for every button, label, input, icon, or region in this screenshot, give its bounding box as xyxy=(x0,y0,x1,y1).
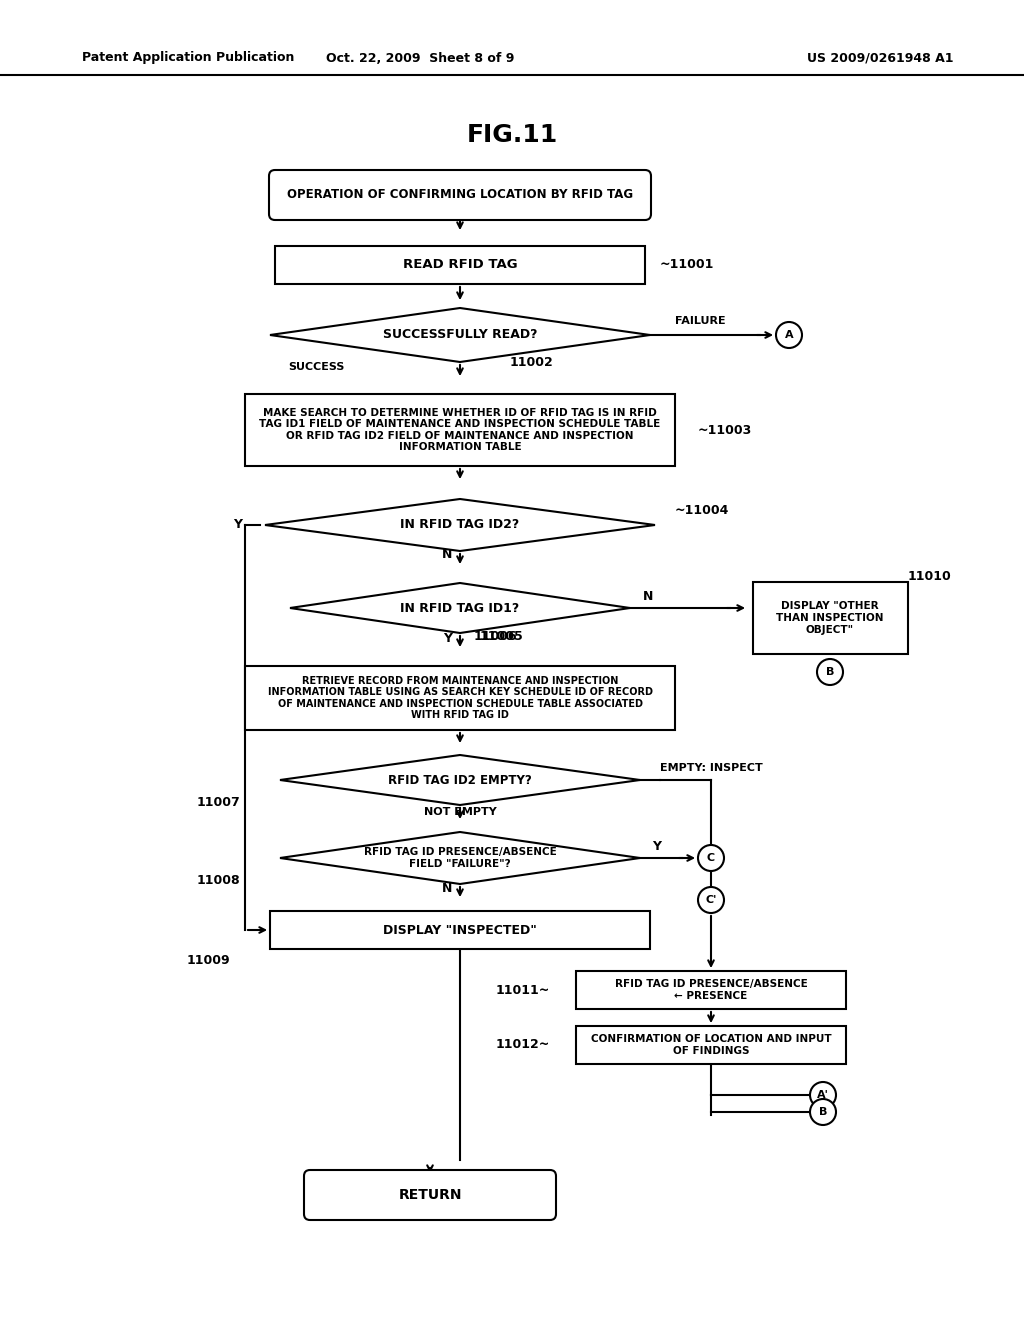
Bar xyxy=(575,1026,846,1064)
Text: OPERATION OF CONFIRMING LOCATION BY RFID TAG: OPERATION OF CONFIRMING LOCATION BY RFID… xyxy=(287,189,633,202)
Text: A: A xyxy=(784,330,794,341)
Text: A': A' xyxy=(817,1090,829,1100)
Text: 11012~: 11012~ xyxy=(496,1039,550,1052)
Text: ~11003: ~11003 xyxy=(698,424,753,437)
Circle shape xyxy=(698,887,724,913)
Text: Y: Y xyxy=(443,631,452,644)
Bar xyxy=(245,667,675,730)
Circle shape xyxy=(776,322,802,348)
Bar xyxy=(275,246,645,284)
Text: MAKE SEARCH TO DETERMINE WHETHER ID OF RFID TAG IS IN RFID
TAG ID1 FIELD OF MAIN: MAKE SEARCH TO DETERMINE WHETHER ID OF R… xyxy=(259,408,660,453)
Text: B: B xyxy=(825,667,835,677)
Text: 11009: 11009 xyxy=(186,953,230,966)
Text: FAILURE: FAILURE xyxy=(675,315,726,326)
Text: CONFIRMATION OF LOCATION AND INPUT
OF FINDINGS: CONFIRMATION OF LOCATION AND INPUT OF FI… xyxy=(591,1034,831,1056)
Text: RETURN: RETURN xyxy=(398,1188,462,1203)
Text: 11005: 11005 xyxy=(480,630,523,643)
Text: US 2009/0261948 A1: US 2009/0261948 A1 xyxy=(807,51,953,65)
Text: 11011~: 11011~ xyxy=(496,983,550,997)
Text: ~11001: ~11001 xyxy=(660,259,715,272)
Text: SUCCESS: SUCCESS xyxy=(289,362,345,372)
FancyBboxPatch shape xyxy=(269,170,651,220)
Text: RFID TAG ID2 EMPTY?: RFID TAG ID2 EMPTY? xyxy=(388,774,531,787)
Text: 11008: 11008 xyxy=(197,874,240,887)
Polygon shape xyxy=(265,499,655,550)
Text: N: N xyxy=(441,549,452,561)
Text: N: N xyxy=(643,590,653,602)
Bar xyxy=(270,911,650,949)
Text: N: N xyxy=(441,882,452,895)
Bar xyxy=(575,972,846,1008)
Text: B: B xyxy=(819,1107,827,1117)
Text: RETRIEVE RECORD FROM MAINTENANCE AND INSPECTION
INFORMATION TABLE USING AS SEARC: RETRIEVE RECORD FROM MAINTENANCE AND INS… xyxy=(267,676,652,721)
Bar xyxy=(753,582,907,653)
Text: 11010: 11010 xyxy=(908,569,951,582)
Text: IN RFID TAG ID2?: IN RFID TAG ID2? xyxy=(400,519,519,532)
Text: C': C' xyxy=(706,895,717,906)
Text: 11007: 11007 xyxy=(197,796,240,808)
Text: FIG.11: FIG.11 xyxy=(466,123,558,147)
Text: 11002: 11002 xyxy=(510,356,554,370)
Text: NOT EMPTY: NOT EMPTY xyxy=(424,807,497,817)
Text: DISPLAY "INSPECTED": DISPLAY "INSPECTED" xyxy=(383,924,537,936)
Text: RFID TAG ID PRESENCE/ABSENCE
FIELD "FAILURE"?: RFID TAG ID PRESENCE/ABSENCE FIELD "FAIL… xyxy=(364,847,556,869)
Text: 11006: 11006 xyxy=(474,630,517,643)
Text: EMPTY: INSPECT: EMPTY: INSPECT xyxy=(660,763,763,774)
Polygon shape xyxy=(270,308,650,362)
Text: Y: Y xyxy=(233,519,242,532)
Polygon shape xyxy=(280,832,640,884)
Circle shape xyxy=(698,845,724,871)
Circle shape xyxy=(817,659,843,685)
Text: DISPLAY "OTHER
THAN INSPECTION
OBJECT": DISPLAY "OTHER THAN INSPECTION OBJECT" xyxy=(776,602,884,635)
Bar xyxy=(245,393,675,466)
Text: Patent Application Publication: Patent Application Publication xyxy=(82,51,294,65)
Text: ~11004: ~11004 xyxy=(675,504,729,517)
Text: IN RFID TAG ID1?: IN RFID TAG ID1? xyxy=(400,602,519,615)
Text: SUCCESSFULLY READ?: SUCCESSFULLY READ? xyxy=(383,329,538,342)
Text: C: C xyxy=(707,853,715,863)
Circle shape xyxy=(810,1082,836,1107)
Circle shape xyxy=(810,1100,836,1125)
Text: Y: Y xyxy=(652,840,662,853)
Text: READ RFID TAG: READ RFID TAG xyxy=(402,259,517,272)
Text: Oct. 22, 2009  Sheet 8 of 9: Oct. 22, 2009 Sheet 8 of 9 xyxy=(326,51,514,65)
FancyBboxPatch shape xyxy=(304,1170,556,1220)
Polygon shape xyxy=(280,755,640,805)
Polygon shape xyxy=(290,583,630,634)
Text: RFID TAG ID PRESENCE/ABSENCE
← PRESENCE: RFID TAG ID PRESENCE/ABSENCE ← PRESENCE xyxy=(614,979,807,1001)
